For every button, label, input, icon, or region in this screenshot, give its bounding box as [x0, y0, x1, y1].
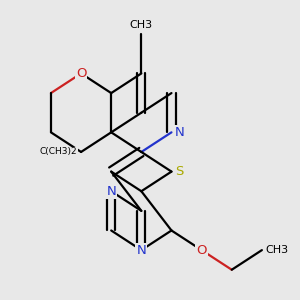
Text: O: O: [76, 67, 86, 80]
Text: S: S: [175, 165, 183, 178]
Text: C(CH3)2: C(CH3)2: [40, 148, 78, 157]
Text: N: N: [106, 185, 116, 198]
Text: CH3: CH3: [266, 245, 289, 255]
Text: N: N: [136, 244, 146, 256]
Text: N: N: [175, 126, 185, 139]
Text: CH3: CH3: [130, 20, 153, 30]
Text: O: O: [196, 244, 207, 256]
